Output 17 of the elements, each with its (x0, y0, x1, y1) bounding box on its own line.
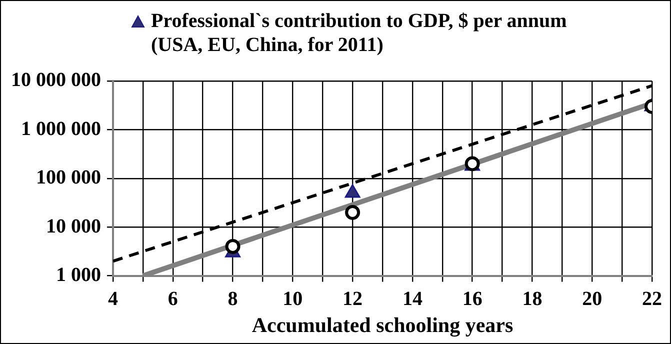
y-tick-label: 1 000 (56, 264, 101, 286)
x-tick-label: 10 (282, 288, 303, 310)
x-tick-label: 6 (168, 288, 178, 310)
x-axis-title: Accumulated schooling years (252, 312, 514, 337)
x-tick-label: 14 (402, 288, 422, 310)
y-tick-label: 10 000 (46, 215, 101, 238)
x-tick-label: 16 (462, 288, 482, 310)
x-tick-label: 12 (342, 288, 363, 310)
legend-label: Professional`s contribution to GDP, $ per annum (USA, EU, China, for 2011) (151, 9, 568, 57)
x-tick-label: 20 (582, 288, 602, 310)
x-tick-label: 4 (108, 288, 118, 310)
y-tick-label: 10 000 000 (11, 69, 101, 92)
x-tick-label: 8 (228, 288, 238, 310)
y-tick-label: 100 000 (36, 166, 101, 189)
x-tick-label: 22 (642, 288, 662, 310)
x-tick-label: 18 (522, 288, 542, 310)
y-tick-label: 1 000 000 (21, 118, 101, 140)
